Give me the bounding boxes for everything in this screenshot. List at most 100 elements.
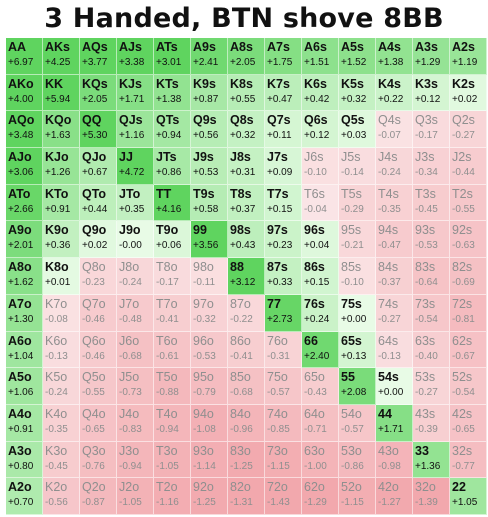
hand-label: 77 xyxy=(267,296,281,311)
ev-value: -0.34 xyxy=(415,167,438,179)
hand-label: 53o xyxy=(341,443,362,458)
hand-cell-T2s: T2s -0.55 xyxy=(450,184,487,222)
hand-label: 94s xyxy=(378,223,399,238)
hand-label: JJ xyxy=(119,150,133,165)
ev-value: -1.15 xyxy=(267,460,290,472)
hand-label: JTs xyxy=(156,150,177,165)
hand-cell-K4o: K4o -0.35 xyxy=(43,404,80,442)
hand-label: 53s xyxy=(415,370,436,385)
hand-cell-QJo: QJo +0.67 xyxy=(80,148,117,185)
hand-label: 94o xyxy=(193,406,214,421)
ev-value: -0.73 xyxy=(119,387,142,399)
hand-cell-A5s: A5s +1.52 xyxy=(339,38,376,75)
ev-value: +0.12 xyxy=(415,93,441,105)
hand-cell-AQo: AQo +3.48 xyxy=(6,111,43,149)
hand-label: J8s xyxy=(230,150,251,165)
hand-cell-82o: 82o -1.31 xyxy=(228,478,265,515)
hand-label: J5o xyxy=(119,370,140,385)
ev-value: +0.03 xyxy=(341,130,367,142)
hand-cell-66: 66 +2.40 xyxy=(302,331,339,369)
ev-value: +1.38 xyxy=(156,93,182,105)
hand-label: KK xyxy=(45,76,64,91)
hand-label: 76s xyxy=(304,296,325,311)
hand-label: 32s xyxy=(452,443,473,458)
hand-cell-84o: 84o -0.96 xyxy=(228,404,265,442)
ev-value: -0.88 xyxy=(156,387,179,399)
hand-cell-52o: 52o -1.15 xyxy=(339,478,376,515)
hand-label: 95s xyxy=(341,223,362,238)
ev-value: +0.24 xyxy=(304,313,330,325)
ev-value: -1.39 xyxy=(415,497,438,509)
hand-label: 44 xyxy=(378,406,392,421)
hand-cell-43o: 43o -0.98 xyxy=(376,441,413,479)
hand-label: K8s xyxy=(230,76,253,91)
ev-value: -1.00 xyxy=(304,460,327,472)
ev-value: -0.85 xyxy=(267,423,290,435)
ev-value: -0.55 xyxy=(82,387,105,399)
ev-value: +1.63 xyxy=(45,130,71,142)
hand-cell-J9s: J9s +0.53 xyxy=(191,148,228,185)
ev-value: -0.14 xyxy=(341,167,364,179)
hand-label: AA xyxy=(8,40,27,54)
hand-cell-85s: 85s -0.10 xyxy=(339,258,376,295)
hand-label: T2s xyxy=(452,186,473,201)
hand-cell-J2o: J2o -1.05 xyxy=(117,478,154,515)
hand-cell-Q4o: Q4o -0.65 xyxy=(80,404,117,442)
ev-value: -0.68 xyxy=(119,350,142,362)
hand-label: J8o xyxy=(119,260,140,275)
ev-value: +5.30 xyxy=(82,130,108,142)
hand-cell-J8s: J8s +0.31 xyxy=(228,148,265,185)
ev-value: -0.07 xyxy=(378,130,401,142)
chart-title: 3 Handed, BTN shove 8BB xyxy=(44,3,444,34)
hand-label: A6o xyxy=(8,333,32,348)
hand-cell-KJs: KJs +1.71 xyxy=(117,74,154,112)
hand-cell-95o: 95o -0.79 xyxy=(191,368,228,405)
ev-value: +4.25 xyxy=(45,57,71,68)
hand-label: KQo xyxy=(45,113,72,128)
hand-cell-K6s: K6s +0.42 xyxy=(302,74,339,112)
hand-cell-64s: 64s -0.13 xyxy=(376,331,413,369)
hand-label: A3s xyxy=(415,40,438,54)
hand-label: J4s xyxy=(378,150,398,165)
ev-value: +0.91 xyxy=(8,423,34,435)
hand-cell-A2o: A2o +0.70 xyxy=(6,478,43,515)
hand-cell-J4o: J4o -0.83 xyxy=(117,404,154,442)
hand-cell-53o: 53o -0.86 xyxy=(339,441,376,479)
hand-label: K3s xyxy=(415,76,438,91)
ev-value: -0.46 xyxy=(82,350,105,362)
hand-label: QQ xyxy=(82,113,102,128)
hand-cell-98o: 98o -0.11 xyxy=(191,258,228,295)
ev-value: +1.36 xyxy=(415,460,441,472)
hand-label: J7s xyxy=(267,150,288,165)
hand-cell-92s: 92s -0.63 xyxy=(450,221,487,259)
hand-cell-J9o: J9o -0.00 xyxy=(117,221,154,259)
hand-cell-T7s: T7s +0.15 xyxy=(265,184,302,222)
ev-value: -0.77 xyxy=(452,460,475,472)
ev-value: +5.94 xyxy=(45,93,71,105)
ev-value: -0.53 xyxy=(193,350,216,362)
ev-value: -0.23 xyxy=(82,277,105,289)
hand-cell-73o: 73o -1.15 xyxy=(265,441,302,479)
hand-cell-T4s: T4s -0.35 xyxy=(376,184,413,222)
hand-cell-J8o: J8o -0.24 xyxy=(117,258,154,295)
ev-value: -0.98 xyxy=(378,460,401,472)
hand-cell-93o: 93o -1.14 xyxy=(191,441,228,479)
hand-cell-76s: 76s +0.24 xyxy=(302,294,339,332)
hand-label: 63s xyxy=(415,333,436,348)
hand-cell-J7s: J7s +0.09 xyxy=(265,148,302,185)
hand-label: J9s xyxy=(193,150,214,165)
hand-cell-T8o: T8o -0.17 xyxy=(154,258,191,295)
ev-value: +1.29 xyxy=(415,57,441,68)
hand-cell-A8s: A8s +2.05 xyxy=(228,38,265,75)
hand-cell-TT: TT +4.16 xyxy=(154,184,191,222)
hand-cell-ATo: ATo +2.66 xyxy=(6,184,43,222)
ev-value: +1.05 xyxy=(452,497,478,509)
hand-label: 82o xyxy=(230,480,251,495)
hand-cell-T3o: T3o -1.05 xyxy=(154,441,191,479)
hand-label: 52s xyxy=(452,370,473,385)
ev-value: +1.26 xyxy=(45,167,71,179)
hand-cell-JJ: JJ +4.72 xyxy=(117,148,154,185)
hand-cell-92o: 92o -1.25 xyxy=(191,478,228,515)
hand-cell-Q7o: Q7o -0.46 xyxy=(80,294,117,332)
hand-label: T6o xyxy=(156,333,178,348)
